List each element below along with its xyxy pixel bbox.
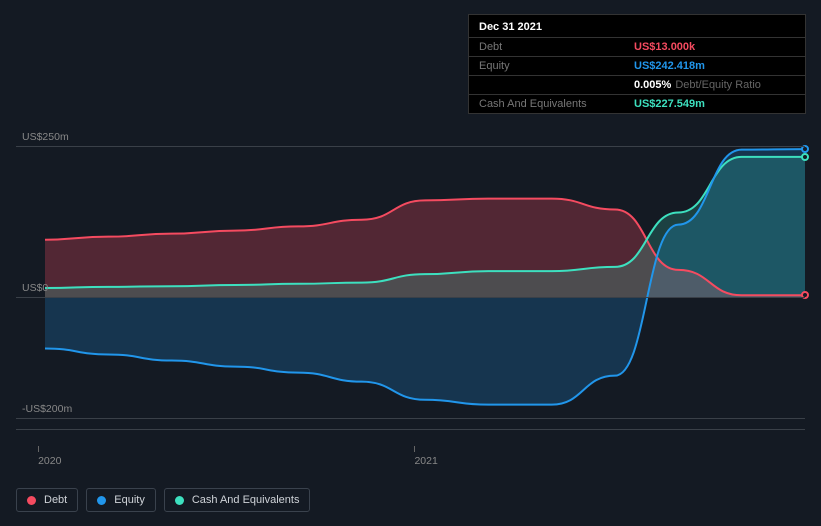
tooltip-row-value: US$13.000k [634,41,695,53]
x-tick-mark [38,446,39,452]
legend-swatch-icon [97,496,106,505]
y-axis-label: US$250m [22,131,69,143]
legend-swatch-icon [27,496,36,505]
legend-label: Cash And Equivalents [192,494,300,506]
tooltip-row-value: US$242.418m [634,60,705,72]
chart-area: US$250m US$0 -US$200m [16,124,805,444]
legend-label: Debt [44,494,67,506]
tooltip-row-value: US$227.549m [634,98,705,110]
legend-label: Equity [114,494,145,506]
series-end-marker-icon [801,153,809,161]
tooltip-row-label: Equity [479,60,634,72]
tooltip-row: EquityUS$242.418m [469,56,805,75]
legend-item-debt[interactable]: Debt [16,488,78,512]
y-axis-label: US$0 [22,282,48,294]
y-axis-label: -US$200m [22,403,72,415]
chart-plot[interactable] [16,140,805,430]
tooltip-row: 0.005%Debt/Equity Ratio [469,75,805,94]
chart-legend: Debt Equity Cash And Equivalents [16,488,310,512]
chart-tooltip: Dec 31 2021 DebtUS$13.000kEquityUS$242.4… [468,14,806,114]
y-gridline [16,297,805,298]
chart-svg [16,140,805,430]
tooltip-date: Dec 31 2021 [469,15,805,37]
chart-container: Dec 31 2021 DebtUS$13.000kEquityUS$242.4… [0,0,821,526]
tooltip-row-label: Cash And Equivalents [479,98,634,110]
tooltip-row-value: 0.005%Debt/Equity Ratio [634,79,761,91]
x-tick-mark [414,446,415,452]
tooltip-row-label [479,79,634,91]
tooltip-row: DebtUS$13.000k [469,37,805,56]
tooltip-row-label: Debt [479,41,634,53]
legend-item-equity[interactable]: Equity [86,488,156,512]
legend-item-cash[interactable]: Cash And Equivalents [164,488,311,512]
tooltip-row: Cash And EquivalentsUS$227.549m [469,94,805,113]
x-axis-label: 2020 [38,455,61,467]
x-axis-label: 2021 [414,455,437,467]
y-gridline [16,418,805,419]
tooltip-row-suffix: Debt/Equity Ratio [675,79,761,91]
y-gridline [16,146,805,147]
legend-swatch-icon [175,496,184,505]
